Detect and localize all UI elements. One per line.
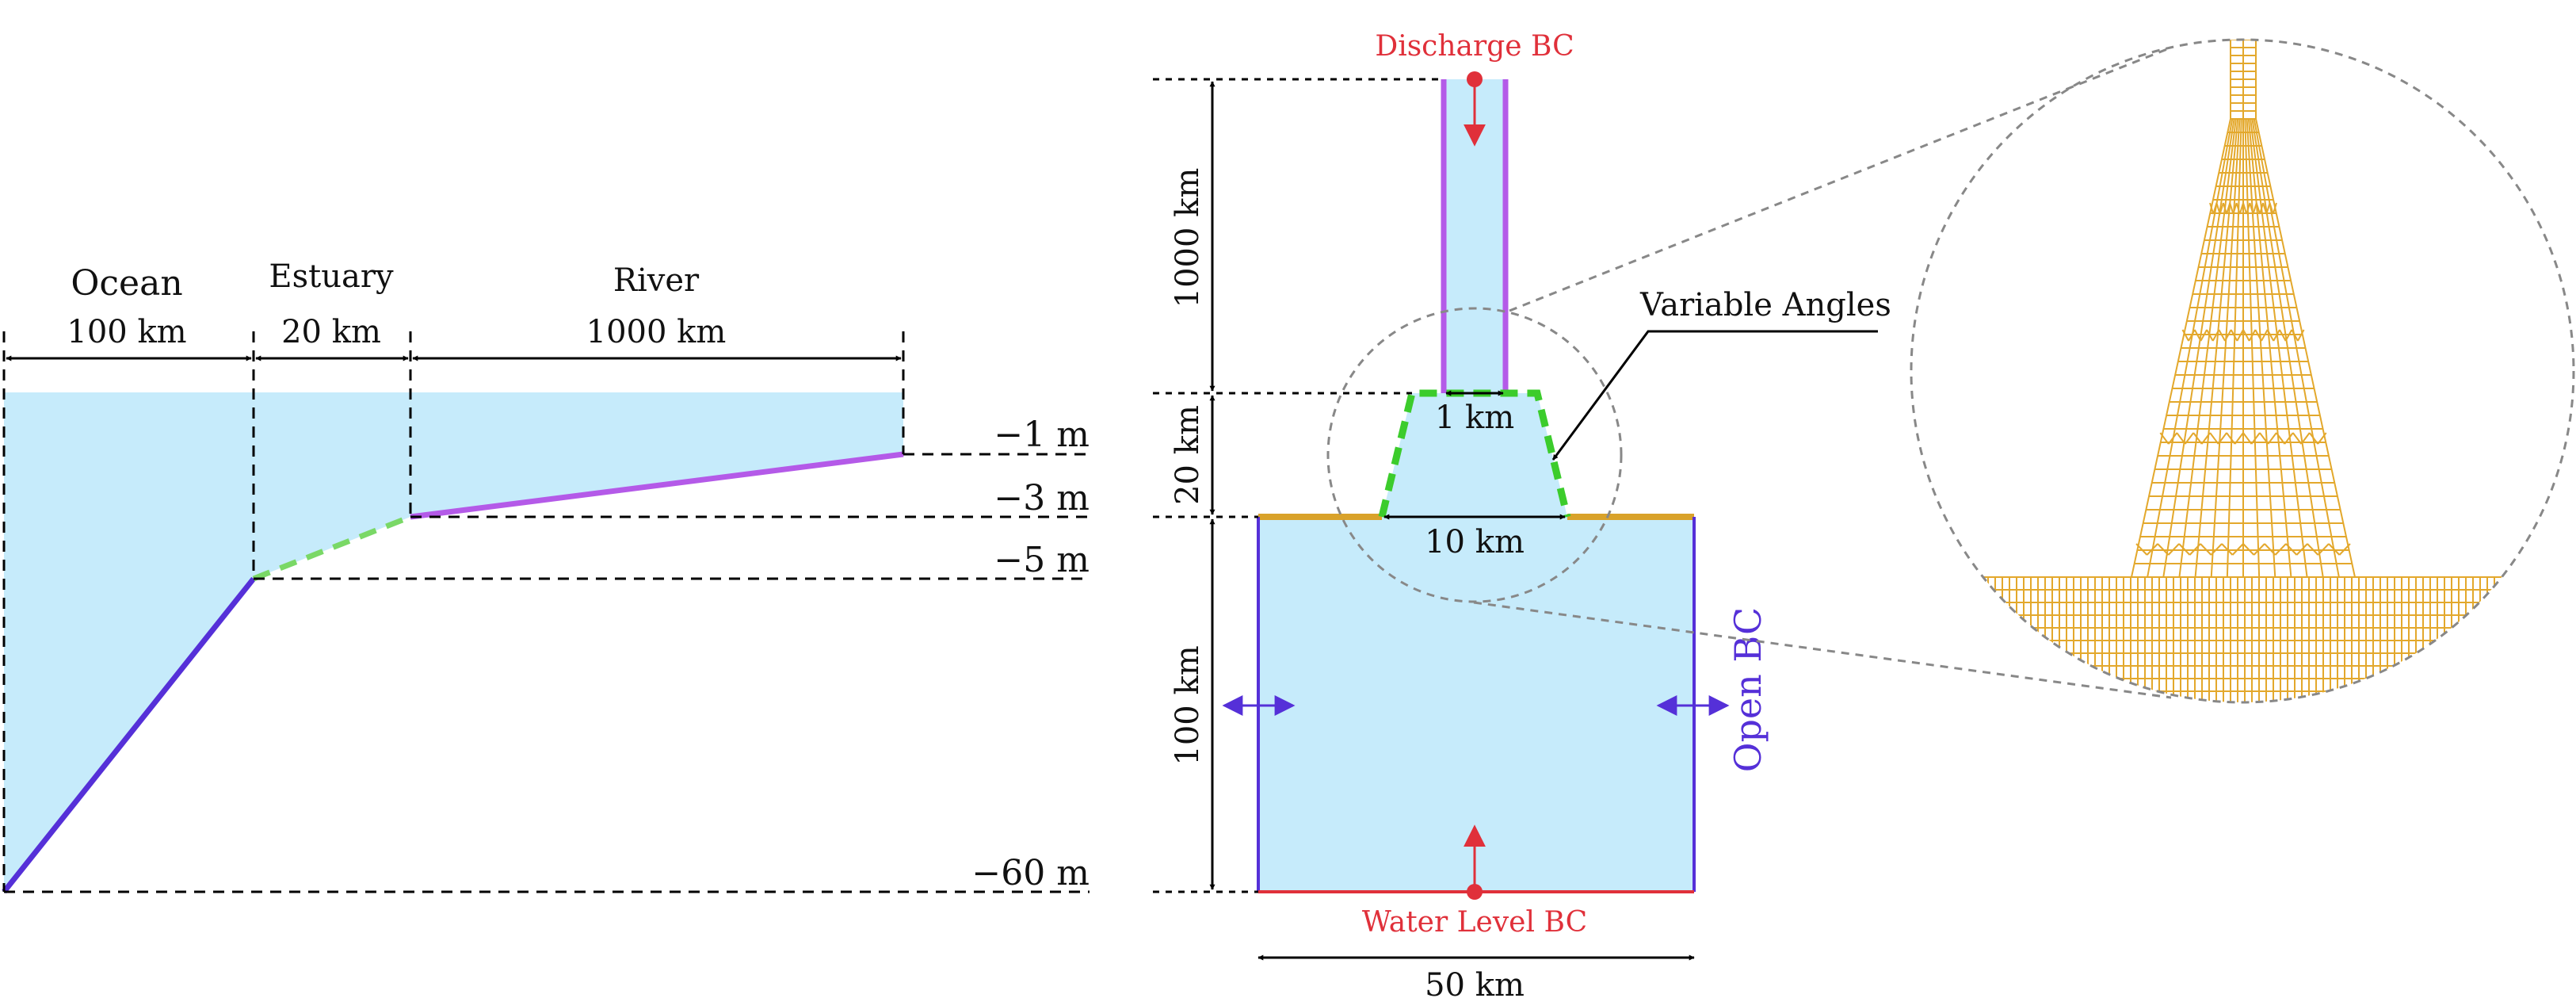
depth-reference-lines [4, 453, 1090, 893]
ocean-width-label: 50 km [1425, 967, 1525, 998]
discharge-bc-label: Discharge BC [1375, 30, 1574, 63]
plan-reference-lines [1153, 78, 1444, 893]
discharge-bc-point [1467, 71, 1483, 87]
zoom-connector-lines [1473, 46, 2172, 699]
ocean-basin [1258, 517, 1694, 892]
depth-label-1m: −1 m [994, 415, 1090, 455]
plan-width-dimensions [1257, 390, 1695, 961]
ocean-slope-line [2, 576, 256, 894]
ocean-length-vertical-label: 100 km [1170, 645, 1206, 765]
ocean-length-label: 100 km [67, 314, 186, 350]
computational-mesh [1980, 40, 2504, 702]
water-level-bc-label: Water Level BC [1362, 906, 1587, 939]
longitudinal-profile: Ocean Estuary River 100 km 20 km 1000 km… [2, 258, 1090, 894]
variable-angles-leader [1551, 330, 1878, 461]
estuary-funnel [1382, 393, 1567, 517]
river-width-label: 1 km [1435, 400, 1514, 436]
river-bed-line [410, 451, 904, 520]
depth-label-5m: −5 m [994, 540, 1090, 580]
magnified-circle [1910, 38, 2575, 704]
magnified-mesh-view [1910, 38, 2575, 704]
river-label: River [613, 262, 700, 299]
plan-view: 1000 km 20 km 100 km 1 km 10 km 50 km Di… [1153, 30, 1891, 1002]
region-separators [2, 331, 905, 892]
water-level-bc-point [1467, 884, 1483, 900]
estuary-width-label: 10 km [1425, 524, 1525, 560]
variable-angles-label: Variable Angles [1639, 287, 1891, 323]
depth-label-3m: −3 m [994, 478, 1090, 518]
estuary-label: Estuary [269, 258, 394, 295]
water-profile [4, 392, 903, 892]
estuary-length-label: 20 km [281, 314, 381, 350]
depth-label-60m: −60 m [971, 853, 1090, 893]
river-length-label: 1000 km [586, 314, 727, 350]
open-bc-label: Open BC [1727, 607, 1769, 772]
estuary-length-vertical-label: 20 km [1170, 405, 1206, 505]
river-length-vertical-label: 1000 km [1170, 168, 1206, 308]
ocean-label: Ocean [71, 263, 182, 304]
